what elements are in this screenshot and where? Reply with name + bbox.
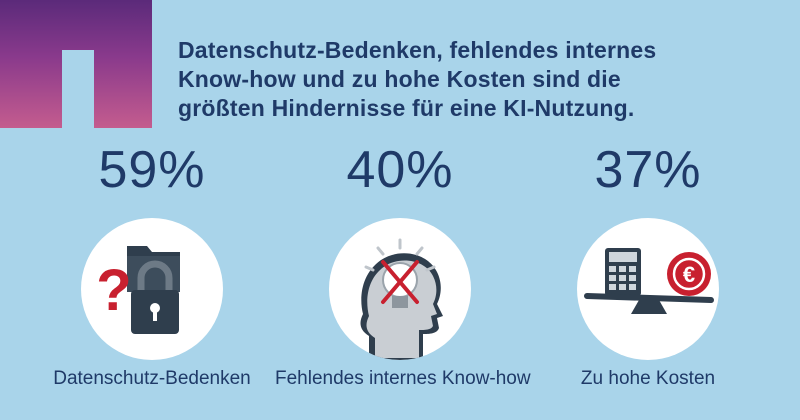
headline-line-1: Datenschutz-Bedenken, fehlendes internes (178, 37, 657, 63)
euro-symbol: € (683, 262, 695, 287)
stat-caption: Datenschutz-Bedenken (53, 368, 251, 389)
stat-percent: 37% (594, 141, 702, 199)
padlock-folder-question-icon: ? (96, 246, 180, 334)
headline-line-3: größten Hindernisse für eine KI-Nutzung. (178, 95, 635, 121)
calculator-euro-scale-icon: € (584, 248, 714, 314)
head-lightbulb-cross-icon (360, 238, 443, 360)
headline-line-2: Know-how und zu hohe Kosten sind die (178, 66, 621, 92)
corner-decoration (0, 0, 152, 128)
stat-percent: 59% (98, 141, 206, 199)
stat-percent: 40% (346, 141, 454, 199)
stat-know-how: 40% Fehlendes internes Know-how (275, 140, 531, 390)
icon-circle: ? (81, 218, 223, 360)
stat-kosten: 37% € Zu hohe Kosten (523, 140, 773, 390)
stat-caption: Fehlendes internes Know-how (275, 368, 531, 389)
corner-notch (62, 50, 94, 128)
stat-caption: Zu hohe Kosten (580, 368, 716, 389)
headline: Datenschutz-Bedenken, fehlendes internes… (178, 36, 778, 123)
question-mark: ? (96, 258, 131, 323)
stat-datenschutz: 59% ? Datenschutz-Bedenken (27, 140, 277, 390)
icon-circle (329, 218, 471, 360)
icon-circle: € (577, 218, 719, 360)
